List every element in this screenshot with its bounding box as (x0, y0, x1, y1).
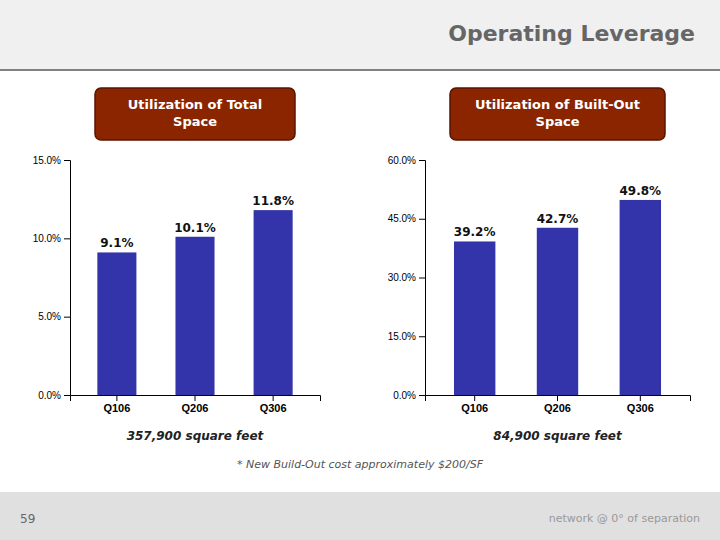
x-tick: Q106 (461, 395, 488, 414)
title-box (95, 88, 295, 140)
y-tick: 45.0% (388, 213, 425, 224)
y-tick-label: 5.0% (38, 311, 61, 322)
chart-title: Utilization of TotalSpace (128, 97, 263, 129)
x-tick-label: Q306 (260, 402, 287, 414)
x-tick-mark (557, 395, 558, 401)
y-tick-label: 10.0% (33, 233, 61, 244)
y-tick-mark (419, 278, 425, 279)
y-tick-mark (419, 219, 425, 220)
header-border (0, 69, 720, 71)
y-tick: 15.0% (388, 331, 425, 342)
x-tick: Q206 (544, 395, 571, 414)
bar (254, 210, 293, 395)
y-tick-mark (64, 317, 70, 318)
x-tick: Q306 (627, 395, 654, 414)
y-tick-mark (64, 395, 70, 396)
x-tick-label: Q106 (461, 402, 488, 414)
bar (620, 200, 661, 395)
footnote: 357,900 square feet (127, 429, 265, 443)
y-tick-label: 45.0% (388, 213, 416, 224)
y-axis: 0.0% 5.0% 10.0% 15.0% (33, 155, 71, 401)
y-tick-mark (419, 395, 425, 396)
x-tick: Q106 (103, 395, 130, 414)
y-axis: 0.0% 15.0% 30.0% 45.0% 60.0% (388, 155, 426, 401)
y-tick-label: 0.0% (38, 390, 61, 401)
y-tick: 60.0% (388, 155, 425, 166)
x-tick-label: Q306 (627, 402, 654, 414)
x-tick-label: Q206 (544, 402, 571, 414)
y-tick: 30.0% (388, 272, 425, 283)
y-tick-label: 30.0% (388, 272, 416, 283)
slide-number: 59 (20, 512, 35, 526)
footer-tagline: network @ 0° of separation (549, 512, 700, 525)
bottom-note: * New Build-Out cost approximately $200/… (237, 458, 484, 471)
y-axis-line (64, 161, 71, 396)
y-tick-mark (64, 238, 70, 239)
x-tick-mark (273, 395, 274, 401)
y-tick-label: 15.0% (33, 155, 61, 166)
bar (97, 252, 136, 395)
x-tick-mark (116, 395, 117, 401)
y-tick: 10.0% (33, 233, 70, 244)
x-tick: Q306 (260, 395, 287, 414)
bars (454, 200, 661, 395)
y-tick: 0.0% (393, 390, 425, 401)
data-label: 9.1% (100, 236, 133, 250)
x-axis: Q106 Q206 Q306 (426, 395, 691, 414)
main-title: Operating Leverage (448, 21, 695, 46)
title-box (450, 88, 665, 140)
bar (175, 237, 214, 395)
y-tick: 0.0% (38, 390, 70, 401)
x-tick: Q206 (182, 395, 209, 414)
x-tick-label: Q106 (103, 402, 130, 414)
page: Operating Leverage * New Build-Out cost a… (0, 0, 720, 540)
y-tick-label: 0.0% (393, 390, 416, 401)
y-tick: 5.0% (38, 311, 70, 322)
data-label: 42.7% (537, 212, 579, 226)
y-axis-line (419, 161, 426, 396)
y-tick-mark (64, 160, 70, 161)
bars (97, 210, 292, 395)
bar (454, 241, 495, 395)
header-band (0, 0, 720, 70)
chart: Utilization of Built-OutSpace 0.0% 15.0% 30… (388, 88, 691, 443)
footer-band (0, 492, 720, 540)
data-label: 49.8% (619, 184, 661, 198)
y-tick-mark (419, 160, 425, 161)
data-label: 10.1% (174, 221, 216, 235)
chart-title: Utilization of Built-OutSpace (475, 97, 640, 129)
bar (537, 228, 578, 395)
y-tick: 15.0% (33, 155, 70, 166)
x-axis-line (426, 396, 691, 402)
y-tick-label: 60.0% (388, 155, 416, 166)
x-tick-mark (195, 395, 196, 401)
x-axis-line (71, 396, 321, 402)
footnote: 84,900 square feet (493, 429, 623, 443)
data-label: 11.8% (252, 194, 294, 208)
data-label: 39.2% (454, 225, 496, 239)
x-axis: Q106 Q206 Q306 (71, 395, 321, 414)
x-tick-mark (640, 395, 641, 401)
y-tick-label: 15.0% (388, 331, 416, 342)
y-tick-mark (419, 336, 425, 337)
x-tick-label: Q206 (182, 402, 209, 414)
x-tick-mark (474, 395, 475, 401)
chart: Utilization of TotalSpace 0.0% 5.0% 10.0% 15… (33, 88, 321, 443)
